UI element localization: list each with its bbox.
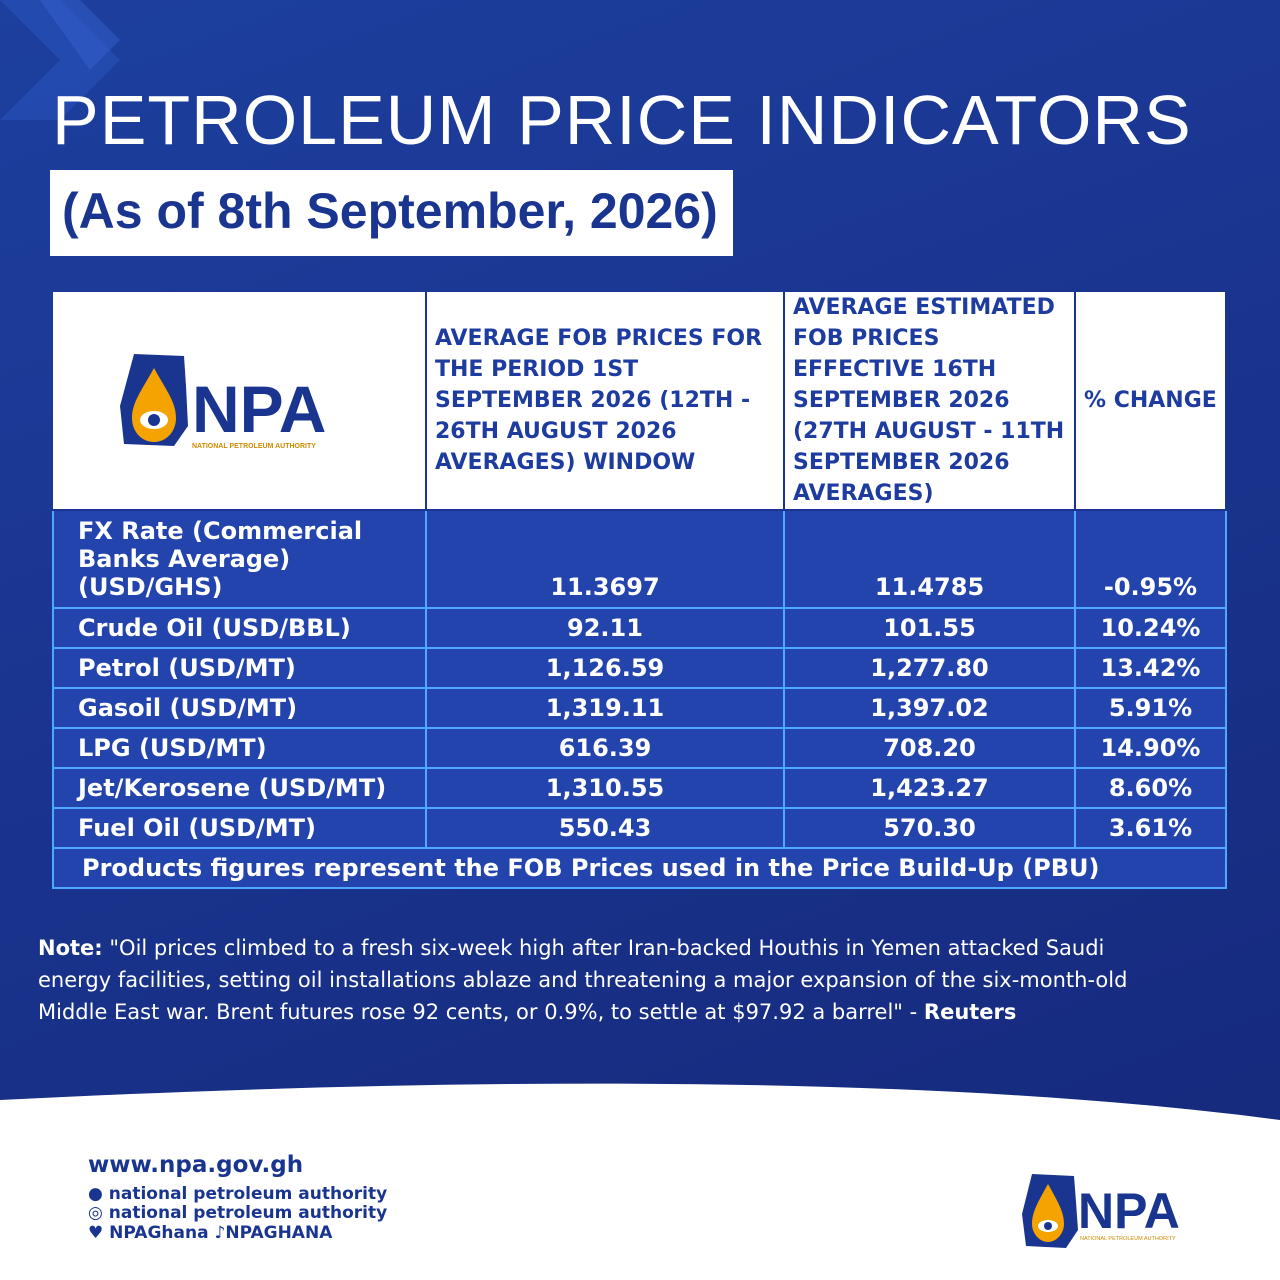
table-footnote: Products figures represent the FOB Price… — [52, 847, 1227, 889]
table-row: Gasoil (USD/MT) 1,319.11 1,397.02 5.91% — [52, 687, 1227, 729]
title: PETROLEUM PRICE INDICATORS — [52, 81, 1192, 159]
row-label: FX Rate (Commercial Banks Average) (USD/… — [52, 509, 427, 609]
table-row: Jet/Kerosene (USD/MT) 1,310.55 1,423.27 8.6… — [52, 767, 1227, 809]
row-label: Gasoil (USD/MT) — [52, 687, 427, 729]
cell-value: 1,126.59 — [425, 647, 785, 689]
cell-value: 1,277.80 — [783, 647, 1076, 689]
table-row: FX Rate (Commercial Banks Average) (USD/… — [52, 509, 1227, 609]
cell-value: 550.43 — [425, 807, 785, 849]
twitter-handle: NPAGhana — [109, 1223, 209, 1243]
facebook: ● national petroleum authority — [88, 1184, 388, 1204]
table-row: Petrol (USD/MT) 1,126.59 1,277.80 13.42% — [52, 647, 1227, 689]
cell-value: 1,397.02 — [783, 687, 1076, 729]
logo-full-name: NATIONAL PETROLEUM AUTHORITY — [1080, 1236, 1176, 1242]
cell-value: 11.3697 — [425, 509, 785, 609]
cell-value: 10.24% — [1074, 607, 1227, 649]
subtitle-box — [50, 170, 733, 256]
row-label: Crude Oil (USD/BBL) — [52, 607, 427, 649]
column-header: % CHANGE — [1074, 292, 1227, 511]
cell-value: 1,423.27 — [783, 767, 1076, 809]
logo-full-name: NATIONAL PETROLEUM AUTHORITY — [192, 443, 316, 450]
corner-chevrons — [0, 0, 120, 120]
subtitle: (As of 8th September, 2026) — [62, 183, 718, 239]
cell-value: 1,319.11 — [425, 687, 785, 729]
table-row: LPG (USD/MT) 616.39 708.20 14.90% — [52, 727, 1227, 769]
footer-band — [0, 1083, 1280, 1280]
cell-value: -0.95% — [1074, 509, 1227, 609]
row-label: Fuel Oil (USD/MT) — [52, 807, 427, 849]
note-label: Note: — [38, 936, 103, 960]
table-row: Fuel Oil (USD/MT) 550.43 570.30 3.61% — [52, 807, 1227, 849]
logo-name: NPA — [192, 372, 326, 446]
cell-value: 3.61% — [1074, 807, 1227, 849]
instagram-handle: national petroleum authority — [108, 1203, 388, 1223]
logo-cell: NPA NATIONAL PETROLEUM AUTHORITY — [53, 292, 427, 511]
cell-value: 5.91% — [1074, 687, 1227, 729]
row-label: Jet/Kerosene (USD/MT) — [52, 767, 427, 809]
column-header: AVERAGE FOB PRICES FOR THE PERIOD 1ST SE… — [425, 292, 785, 511]
row-label: LPG (USD/MT) — [52, 727, 427, 769]
socials: ♥ NPAGhana ♪NPAGHANA — [88, 1223, 333, 1243]
row-label: Petrol (USD/MT) — [52, 647, 427, 689]
cell-value: 13.42% — [1074, 647, 1227, 689]
footer-logo: NPA NATIONAL PETROLEUM AUTHORITY — [1022, 1174, 1180, 1248]
note-text: "Oil prices climbed to a fresh six-week … — [38, 936, 1128, 1024]
cell-value: 708.20 — [783, 727, 1076, 769]
cell-value: 8.60% — [1074, 767, 1227, 809]
tiktok-handle: NPAGHANA — [225, 1223, 333, 1243]
note: Note: "Oil prices climbed to a fresh six… — [38, 932, 1178, 1028]
column-header: AVERAGE ESTIMATED FOB PRICES EFFECTIVE 1… — [783, 292, 1076, 511]
note-source: Reuters — [923, 1000, 1017, 1024]
facebook-handle: national petroleum authority — [108, 1184, 388, 1204]
price-table: NPA NATIONAL PETROLEUM AUTHORITY AVERAGE… — [52, 292, 1227, 889]
logo: NPA NATIONAL PETROLEUM AUTHORITY — [120, 353, 326, 450]
cell-value: 92.11 — [425, 607, 785, 649]
instagram: ◎ national petroleum authority — [88, 1203, 388, 1223]
cell-value: 14.90% — [1074, 727, 1227, 769]
website: www.npa.gov.gh — [88, 1152, 304, 1178]
cell-value: 101.55 — [783, 607, 1076, 649]
logo-name: NPA — [1078, 1183, 1180, 1239]
table-body: FX Rate (Commercial Banks Average) (USD/… — [52, 509, 1227, 849]
table-row: Crude Oil (USD/BBL) 92.11 101.55 10.24% — [52, 607, 1227, 649]
cell-value: 11.4785 — [783, 509, 1076, 609]
cell-value: 1,310.55 — [425, 767, 785, 809]
cell-value: 570.30 — [783, 807, 1076, 849]
cell-value: 616.39 — [425, 727, 785, 769]
